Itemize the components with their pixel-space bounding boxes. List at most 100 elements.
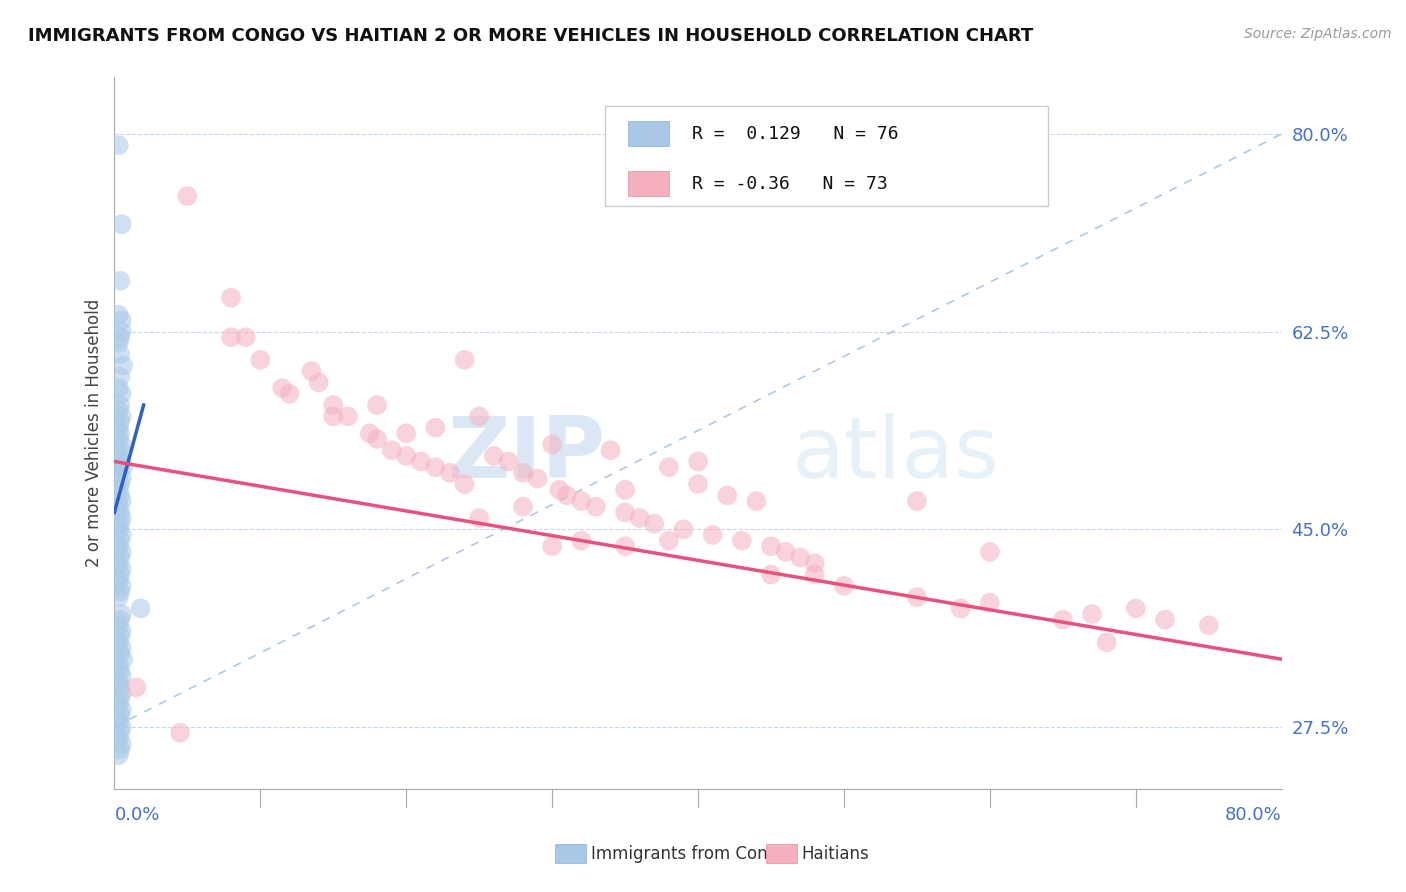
Point <box>107 308 129 322</box>
Point <box>110 664 132 678</box>
Point <box>110 426 132 441</box>
Point <box>425 420 447 434</box>
Point <box>110 691 132 706</box>
Point <box>110 550 132 565</box>
Point <box>110 369 132 384</box>
Point <box>107 539 129 553</box>
Text: ZIP: ZIP <box>447 413 605 496</box>
Point <box>110 647 132 661</box>
Point <box>271 381 294 395</box>
Point <box>308 376 330 390</box>
Point <box>111 494 134 508</box>
Point <box>110 415 132 429</box>
Point <box>110 584 132 599</box>
Point <box>110 460 132 475</box>
Point <box>110 708 132 723</box>
Point <box>359 426 381 441</box>
Point <box>658 460 681 475</box>
Point <box>111 579 134 593</box>
Point <box>110 505 132 519</box>
Point <box>110 567 132 582</box>
Point <box>628 511 651 525</box>
Point <box>107 635 129 649</box>
Point <box>110 477 132 491</box>
Point <box>176 189 198 203</box>
Text: IMMIGRANTS FROM CONGO VS HAITIAN 2 OR MORE VEHICLES IN HOUSEHOLD CORRELATION CHA: IMMIGRANTS FROM CONGO VS HAITIAN 2 OR MO… <box>28 27 1033 45</box>
Point <box>110 488 132 502</box>
Point <box>425 460 447 475</box>
Point <box>107 522 129 536</box>
Point <box>1081 607 1104 621</box>
Point <box>111 528 134 542</box>
Point <box>111 325 134 339</box>
Point <box>112 652 135 666</box>
Point <box>110 274 132 288</box>
Point <box>759 539 782 553</box>
Point <box>107 449 129 463</box>
Text: R = -0.36   N = 73: R = -0.36 N = 73 <box>692 175 889 193</box>
Point <box>336 409 359 424</box>
Text: R =  0.129   N = 76: R = 0.129 N = 76 <box>692 125 898 143</box>
Point <box>111 313 134 327</box>
Point <box>468 511 491 525</box>
Point <box>569 533 592 548</box>
Point <box>395 449 418 463</box>
Point <box>107 420 129 434</box>
Point <box>110 613 132 627</box>
Point <box>110 516 132 531</box>
Point <box>614 483 637 497</box>
Point <box>110 630 132 644</box>
Point <box>112 460 135 475</box>
Point <box>107 698 129 712</box>
Text: 0.0%: 0.0% <box>114 806 160 824</box>
Point <box>111 562 134 576</box>
Point <box>219 330 242 344</box>
Point <box>107 335 129 350</box>
Point <box>110 347 132 361</box>
Point <box>235 330 257 344</box>
Point <box>110 725 132 739</box>
Point <box>107 618 129 632</box>
Point <box>548 483 571 497</box>
Point <box>498 454 520 468</box>
Point <box>111 703 134 717</box>
Point <box>112 359 135 373</box>
Point <box>482 449 505 463</box>
Point <box>249 352 271 367</box>
Point <box>107 748 129 763</box>
Point <box>599 443 621 458</box>
Point <box>1154 613 1177 627</box>
Point <box>1125 601 1147 615</box>
Point <box>111 386 134 401</box>
Point <box>110 443 132 458</box>
Point <box>453 352 475 367</box>
Point <box>658 533 681 548</box>
Point <box>110 681 132 695</box>
Point <box>299 364 322 378</box>
Point <box>541 437 564 451</box>
Point <box>107 674 129 689</box>
Point <box>111 669 134 683</box>
Point <box>111 545 134 559</box>
Point <box>107 466 129 480</box>
Point <box>731 533 754 548</box>
Point <box>107 403 129 417</box>
Point <box>804 556 827 570</box>
Point <box>111 720 134 734</box>
Point <box>453 477 475 491</box>
Point <box>1052 613 1074 627</box>
Bar <box>628 171 669 196</box>
Point <box>686 454 709 468</box>
Point <box>804 567 827 582</box>
Point <box>107 573 129 587</box>
Point <box>110 330 132 344</box>
Point <box>111 640 134 655</box>
Point <box>111 471 134 485</box>
Point <box>110 533 132 548</box>
Point <box>555 488 578 502</box>
Point <box>107 590 129 604</box>
Point <box>111 624 134 638</box>
Point <box>110 398 132 412</box>
Point <box>111 511 134 525</box>
Point <box>439 466 461 480</box>
